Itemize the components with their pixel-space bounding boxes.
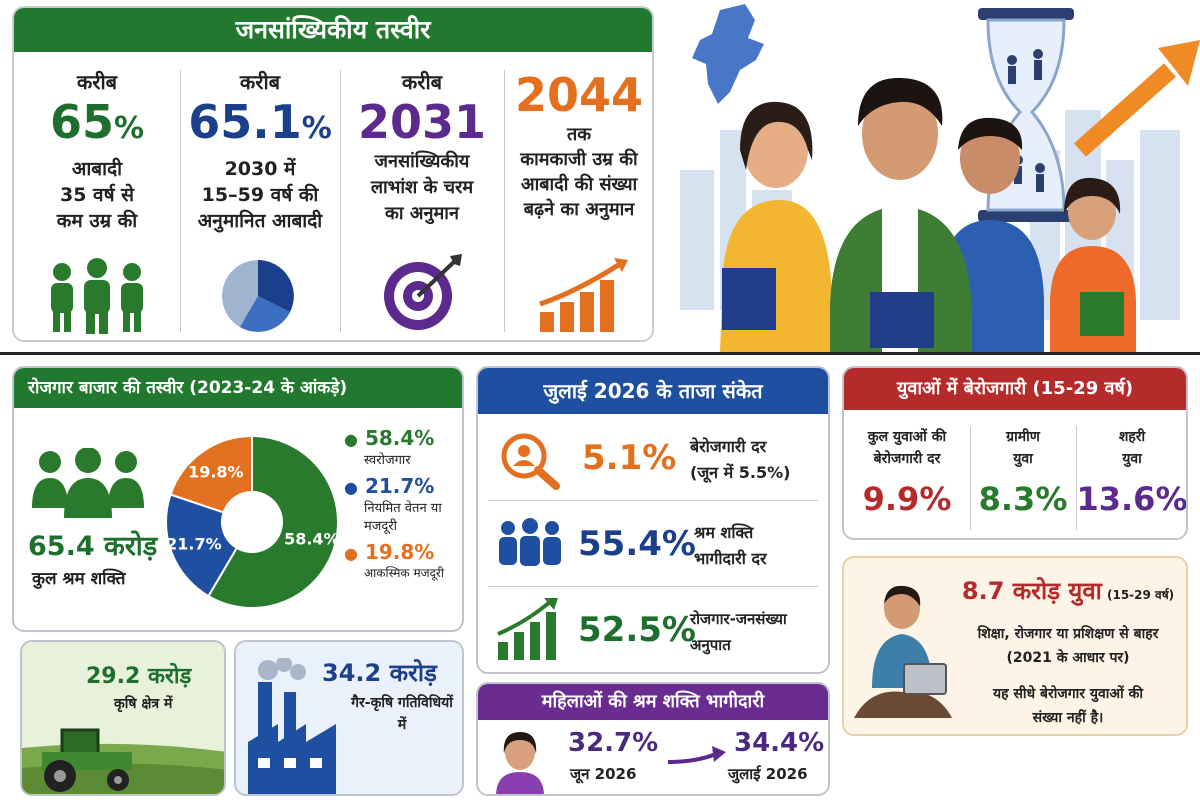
legend-item-casual-wage: ● 19.8% आकस्मिक मजदूरी <box>344 540 444 580</box>
donut-label-casual-wage: 19.8% <box>188 463 244 482</box>
stat-desc: तक कामकाजी उम्र की आबादी की संख्या बढ़ने… <box>520 124 638 220</box>
donut-label-self-employed: 58.4% <box>284 529 340 548</box>
stat-desc: 2030 में 15–59 वर्ष की अनुमानित आबादी <box>197 158 323 232</box>
stat-dividend-peak: करीब 2031 जनसांख्यिकीय लाभांश के चरम का … <box>340 68 504 227</box>
workforce-group-icon <box>32 448 144 518</box>
lfpr-label: श्रम शक्ति भागीदारी दर <box>694 523 767 568</box>
stat-desc: आबादी 35 वर्ष से कम उम्र की <box>56 158 138 232</box>
women-lfpr-card: महिलाओं की श्रम शक्ति भागीदारी 32.7% जून… <box>476 682 830 796</box>
demography-card: जनसांख्यिकीय तस्वीर करीब 65% आबादी 35 वर… <box>12 6 654 342</box>
women-to-label: जुलाई 2026 <box>728 765 808 783</box>
stat-pre: करीब <box>239 70 281 94</box>
youth-rural: ग्रामीण युवा 8.3% <box>978 429 1068 518</box>
women-header: महिलाओं की श्रम शक्ति भागीदारी <box>478 684 828 720</box>
legend-item-self-employed: ● 58.4% स्वरोजगार <box>344 426 435 468</box>
labour-header: रोजगार बाजार की तस्वीर (2023-24 के आंकड़… <box>14 368 462 408</box>
labour-legend: ● 58.4% स्वरोजगार ● 21.7% नियमित वेतन या… <box>344 426 462 581</box>
nonagri-label: गैर-कृषि गतिविधियों में <box>351 695 453 733</box>
july-title: जुलाई 2026 के ताजा संकेत <box>543 379 763 403</box>
stat-value: 65% <box>49 95 145 149</box>
stat-young-population: करीब 65% आबादी 35 वर्ष से कम उम्र की <box>14 68 180 234</box>
arrow-right-icon <box>667 746 726 764</box>
women-from-value: 32.7% <box>568 728 659 758</box>
people-group-icon <box>51 258 143 334</box>
demography-title: जनसांख्यिकीय तस्वीर <box>235 15 431 44</box>
agri-label: कृषि क्षेत्र में <box>114 696 173 712</box>
tractor-icon <box>42 728 132 792</box>
wpr-value: 52.5% <box>578 610 696 650</box>
non-agriculture-card: 34.2 करोड़ गैर-कृषि गतिविधियों में <box>234 640 464 796</box>
neet-headline: 8.7 करोड़ युवा (15-29 वर्ष) <box>961 577 1175 605</box>
donut-slice-regular-wage <box>165 493 239 598</box>
stat-pre: करीब <box>76 70 118 94</box>
neet-disclaimer: यह सीधे बेरोजगार युवाओं की संख्या नहीं है… <box>993 686 1143 726</box>
youth-header: युवाओं में बेरोजगारी (15-29 वर्ष) <box>844 368 1186 410</box>
growth-chart-icon <box>497 598 558 660</box>
nonagri-value: 34.2 करोड़ <box>322 659 437 687</box>
women-to-value: 34.4% <box>734 728 825 758</box>
target-icon <box>384 254 462 330</box>
donut-slice-casual-wage <box>169 434 253 514</box>
agriculture-card: 29.2 करोड़ कृषि क्षेत्र में <box>20 640 226 796</box>
stat-value: 2031 <box>357 95 487 149</box>
student-laptop-illustration <box>854 585 952 718</box>
labour-market-card: रोजगार बाजार की तस्वीर (2023-24 के आंकड़… <box>12 366 464 632</box>
youth-total: कुल युवाओं की बेरोजगारी दर 9.9% <box>862 429 952 518</box>
youth-unemployment-card: युवाओं में बेरोजगारी (15-29 वर्ष) कुल यु… <box>842 366 1188 540</box>
stat-value: 2044 <box>514 68 644 122</box>
growth-bars-icon <box>539 258 628 332</box>
lfpr-value: 55.4% <box>578 524 696 564</box>
labour-donut-chart: 58.4% 21.7% 19.8% <box>165 434 340 609</box>
donut-label-regular-wage: 21.7% <box>166 535 222 554</box>
labour-title: रोजगार बाजार की तस्वीर (2023-24 के आंकड़… <box>28 378 348 398</box>
youth-title: युवाओं में बेरोजगारी (15-29 वर्ष) <box>896 378 1134 399</box>
search-person-icon <box>501 433 560 490</box>
stat-working-age-2030: करीब 65.1% 2030 में 15–59 वर्ष की अनुमान… <box>180 68 340 234</box>
youth-illustration <box>660 0 1200 352</box>
unemployment-rate-label: बेरोजगारी दर (जून में 5.5%) <box>690 437 791 482</box>
labour-total-value: 65.4 करोड़ <box>28 531 158 562</box>
neet-desc: शिक्षा, रोजगार या प्रशिक्षण से बाहर (2021… <box>977 626 1159 666</box>
women-from-label: जून 2026 <box>570 765 637 783</box>
wpr-label: रोजगार-जनसंख्या अनुपात <box>690 610 787 654</box>
neet-youth-card: 8.7 करोड़ युवा (15-29 वर्ष) शिक्षा, रोजग… <box>842 556 1188 736</box>
women-title: महिलाओं की श्रम शक्ति भागीदारी <box>541 691 765 712</box>
stat-desc: जनसांख्यिकीय लाभांश के चरम का अनुमान <box>370 151 474 224</box>
donut-slice-self-employed <box>207 434 339 609</box>
july-signals-card: जुलाई 2026 के ताजा संकेत 5.1% बेरोजगारी … <box>476 366 830 674</box>
labour-total-label: कुल श्रम शक्ति <box>32 569 126 589</box>
people-row-icon <box>499 518 561 566</box>
demography-header: जनसांख्यिकीय तस्वीर <box>14 8 652 52</box>
july-header: जुलाई 2026 के ताजा संकेत <box>478 368 828 414</box>
factory-icon <box>248 658 336 794</box>
pie-chart-icon <box>222 260 294 332</box>
agri-value: 29.2 करोड़ <box>86 664 192 689</box>
stat-value: 65.1% <box>188 95 332 149</box>
woman-avatar <box>496 732 544 794</box>
stat-pre: करीब <box>401 70 443 94</box>
youth-urban: शहरी युवा 13.6% <box>1076 429 1188 518</box>
unemployment-rate-value: 5.1% <box>582 438 677 478</box>
section-divider <box>0 352 1200 355</box>
legend-item-regular-wage: ● 21.7% नियमित वेतन या मजदूरी <box>344 474 442 534</box>
stat-workforce-growth: 2044 तक कामकाजी उम्र की आबादी की संख्या … <box>504 68 652 222</box>
